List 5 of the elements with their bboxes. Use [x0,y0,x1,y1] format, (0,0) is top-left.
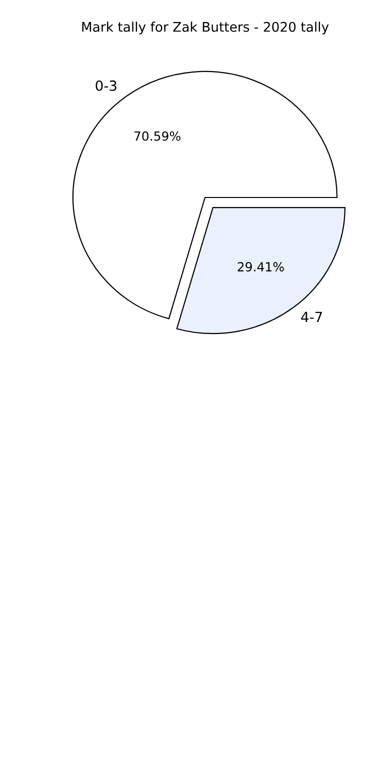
slice-label: 4-7 [301,312,322,322]
data-label: 70.59% [134,131,180,141]
chart-title: Mark tally for Zak Butters - 2020 tally [82,22,329,34]
slice-label: 0-3 [96,80,116,91]
data-label: 29.41% [238,262,284,272]
